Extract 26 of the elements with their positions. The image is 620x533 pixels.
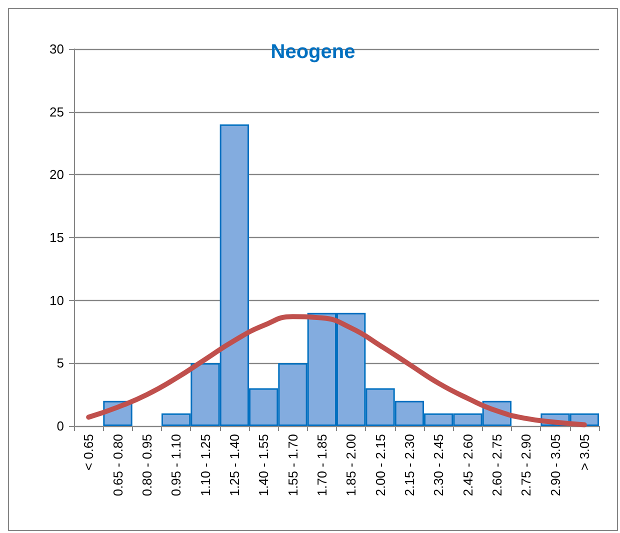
y-tick-label: 15 bbox=[50, 230, 64, 245]
x-tick-label: 1.40 - 1.55 bbox=[256, 434, 272, 496]
x-tick-label: > 3.05 bbox=[576, 434, 592, 471]
x-tick-label: 2.00 - 2.15 bbox=[372, 434, 388, 496]
x-tick-label: 2.30 - 2.45 bbox=[431, 434, 446, 496]
x-tick-label: 1.85 - 2.00 bbox=[344, 434, 359, 496]
chart-title: Neogene bbox=[270, 41, 356, 63]
y-tick-label: 30 bbox=[50, 42, 64, 56]
y-tick-label: 20 bbox=[50, 167, 64, 182]
x-tick-label: 2.90 - 3.05 bbox=[548, 434, 563, 496]
y-tick-label: 25 bbox=[50, 104, 64, 120]
x-tick-label: < 0.65 bbox=[81, 434, 96, 471]
x-tick-label: 2.60 - 2.75 bbox=[489, 434, 504, 496]
x-tick-label: 0.65 - 0.80 bbox=[110, 434, 126, 496]
x-tick-label: 0.80 - 0.95 bbox=[139, 434, 154, 496]
x-tick-label: 2.75 - 2.90 bbox=[518, 434, 534, 496]
x-tick-label: 2.15 - 2.30 bbox=[402, 434, 417, 496]
y-tick-label: 10 bbox=[50, 292, 64, 308]
x-tick-label: 1.10 - 1.25 bbox=[198, 434, 213, 496]
x-tick-label: 0.95 - 1.10 bbox=[168, 434, 184, 496]
y-tick-label: 5 bbox=[56, 356, 64, 371]
x-tick-label: 1.70 - 1.85 bbox=[314, 434, 330, 496]
y-tick-label: 0 bbox=[56, 418, 64, 434]
x-tick-label: 1.55 - 1.70 bbox=[285, 434, 300, 496]
x-tick-label: 1.25 - 1.40 bbox=[226, 434, 242, 496]
x-tick-label: 2.45 - 2.60 bbox=[460, 434, 476, 496]
